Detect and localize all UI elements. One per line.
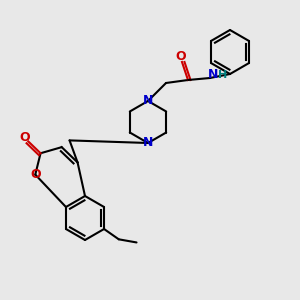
Text: O: O [20, 131, 30, 145]
Text: N: N [208, 68, 218, 82]
Text: O: O [30, 168, 40, 181]
Text: N: N [143, 94, 153, 107]
Text: H: H [218, 70, 228, 80]
Text: O: O [176, 50, 186, 62]
Text: N: N [143, 136, 153, 149]
